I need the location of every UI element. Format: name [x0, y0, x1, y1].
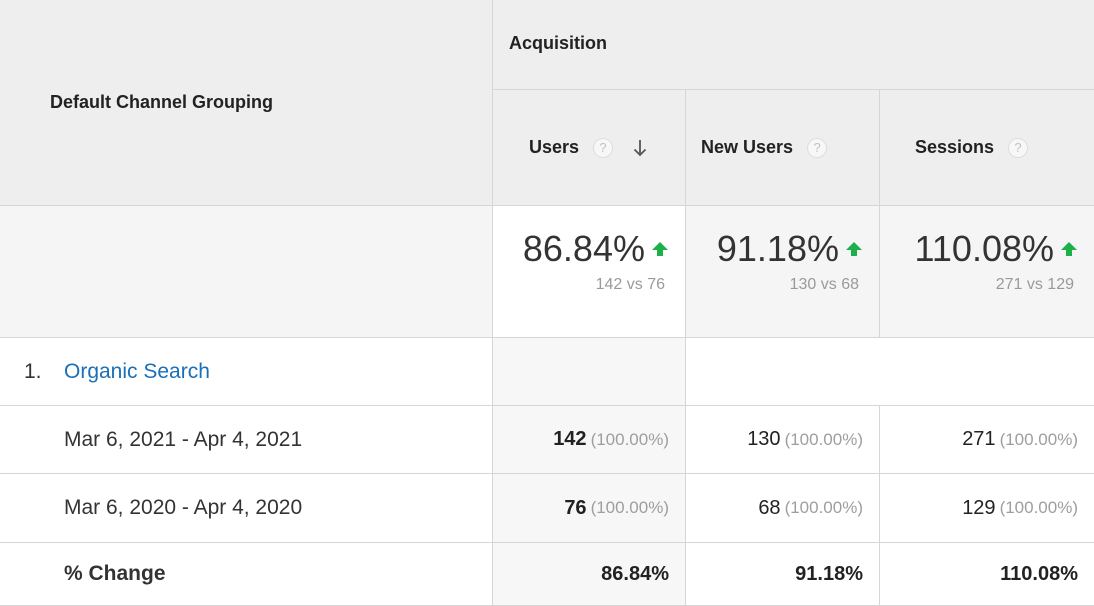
period-2020-users: 76 (100.00%)	[493, 474, 686, 543]
period-2020-users-percent: (100.00%)	[590, 498, 669, 517]
table-row-period-2021: Mar 6, 2021 - Apr 4, 2021	[0, 406, 493, 474]
acquisition-label: Acquisition	[509, 33, 607, 53]
table-row-period-2020: Mar 6, 2020 - Apr 4, 2020	[0, 474, 493, 543]
period-2020-new-users-value: 68	[758, 496, 781, 519]
users-header-label: Users	[529, 137, 580, 157]
period-2021-sessions: 271 (100.00%)	[880, 406, 1094, 474]
period-2020-users-value: 76	[564, 496, 587, 519]
dimension-header[interactable]: Default Channel Grouping	[0, 0, 493, 206]
summary-sessions-percent: 110.08%	[914, 228, 1054, 269]
row-index: 1.	[24, 359, 42, 383]
change-new-users: 91.18%	[686, 543, 880, 606]
period-2020-label: Mar 6, 2020 - Apr 4, 2020	[64, 496, 303, 519]
new-users-column-header[interactable]: New Users ?	[686, 90, 880, 206]
acquisition-group-header: Acquisition	[493, 0, 1094, 90]
summary-row-label	[0, 206, 493, 338]
question-circle-icon[interactable]: ?	[593, 137, 614, 158]
question-circle-icon[interactable]: ?	[807, 137, 828, 158]
period-2020-new-users-percent: (100.00%)	[784, 498, 863, 517]
period-2021-users-percent: (100.00%)	[590, 429, 669, 449]
change-sessions: 110.08%	[880, 543, 1094, 606]
new-users-header-label: New Users	[701, 137, 794, 157]
period-2021-new-users-percent: (100.00%)	[784, 429, 863, 449]
period-2020-sessions: 129 (100.00%)	[880, 474, 1094, 543]
summary-users: 86.84% 142 vs 76	[493, 206, 686, 338]
table-row-change: % Change	[0, 543, 493, 606]
period-2020-sessions-value: 129	[962, 496, 996, 519]
summary-users-percent: 86.84%	[522, 228, 645, 269]
summary-sessions-comparison: 271 vs 129	[995, 276, 1074, 293]
channel-empty-cell	[686, 338, 1094, 406]
change-users: 86.84%	[493, 543, 686, 606]
summary-sessions: 110.08% 271 vs 129	[880, 206, 1094, 338]
change-label: % Change	[64, 562, 166, 585]
summary-new-users-percent: 91.18%	[716, 228, 839, 269]
period-2020-sessions-percent: (100.00%)	[999, 498, 1078, 517]
question-circle-icon[interactable]: ?	[1008, 137, 1029, 158]
period-2021-users-value: 142	[553, 428, 587, 450]
table-row-channel: 1. Organic Search	[0, 338, 493, 406]
period-2021-new-users-value: 130	[747, 428, 781, 450]
period-2020-new-users: 68 (100.00%)	[686, 474, 880, 543]
period-2021-label: Mar 6, 2021 - Apr 4, 2021	[64, 427, 303, 451]
sessions-header-label: Sessions	[915, 137, 995, 157]
sessions-column-header[interactable]: Sessions ?	[880, 90, 1094, 206]
up-arrow-icon	[652, 242, 668, 256]
summary-new-users-comparison: 130 vs 68	[789, 276, 859, 293]
dimension-header-label: Default Channel Grouping	[50, 92, 273, 112]
period-2021-sessions-value: 271	[962, 428, 996, 450]
summary-new-users: 91.18% 130 vs 68	[686, 206, 880, 338]
sort-down-arrow-icon[interactable]	[633, 139, 647, 157]
users-column-header[interactable]: Users ?	[493, 90, 686, 206]
summary-users-comparison: 142 vs 76	[595, 276, 665, 293]
period-2021-users: 142 (100.00%)	[493, 406, 686, 474]
channel-users-cell	[493, 338, 686, 406]
period-2021-sessions-percent: (100.00%)	[999, 429, 1078, 449]
organic-search-link[interactable]: Organic Search	[64, 359, 210, 383]
period-2021-new-users: 130 (100.00%)	[686, 406, 880, 474]
up-arrow-icon	[846, 242, 862, 256]
up-arrow-icon	[1061, 242, 1077, 256]
